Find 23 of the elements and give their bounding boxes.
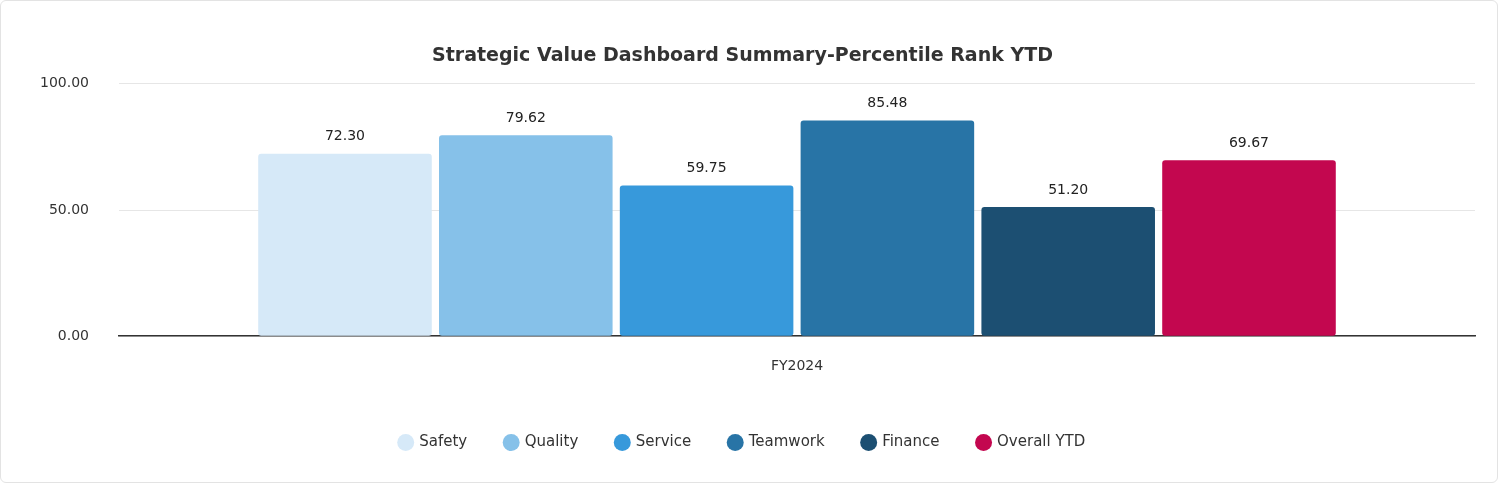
legend-label: Teamwork xyxy=(747,432,825,451)
x-tick-label: FY2024 xyxy=(770,357,824,374)
data-label: 72.30 xyxy=(324,127,366,144)
data-label: 79.62 xyxy=(505,108,546,125)
y-tick-label: 50.00 xyxy=(48,200,89,217)
legend-label: Safety xyxy=(419,432,468,451)
data-label: 69.67 xyxy=(1228,133,1270,150)
bar xyxy=(981,206,1155,336)
bar xyxy=(439,135,613,336)
data-label: 59.75 xyxy=(686,159,727,176)
legend-label: Service xyxy=(635,432,692,451)
y-tick-label: 100.00 xyxy=(39,74,89,91)
data-label: 51.20 xyxy=(1048,180,1089,197)
bar xyxy=(258,153,432,336)
y-tick-label: 0.00 xyxy=(57,326,89,343)
legend-label: Overall YTD xyxy=(997,432,1086,451)
legend-label: Quality xyxy=(524,432,579,451)
bar xyxy=(800,120,975,336)
legend-label: Finance xyxy=(882,432,940,451)
bar xyxy=(1162,160,1336,336)
data-label: 85.48 xyxy=(867,94,908,111)
chart-title: Strategic Value Dashboard Summary-Percentile Rank YTD xyxy=(432,43,1053,66)
bar xyxy=(619,185,794,336)
